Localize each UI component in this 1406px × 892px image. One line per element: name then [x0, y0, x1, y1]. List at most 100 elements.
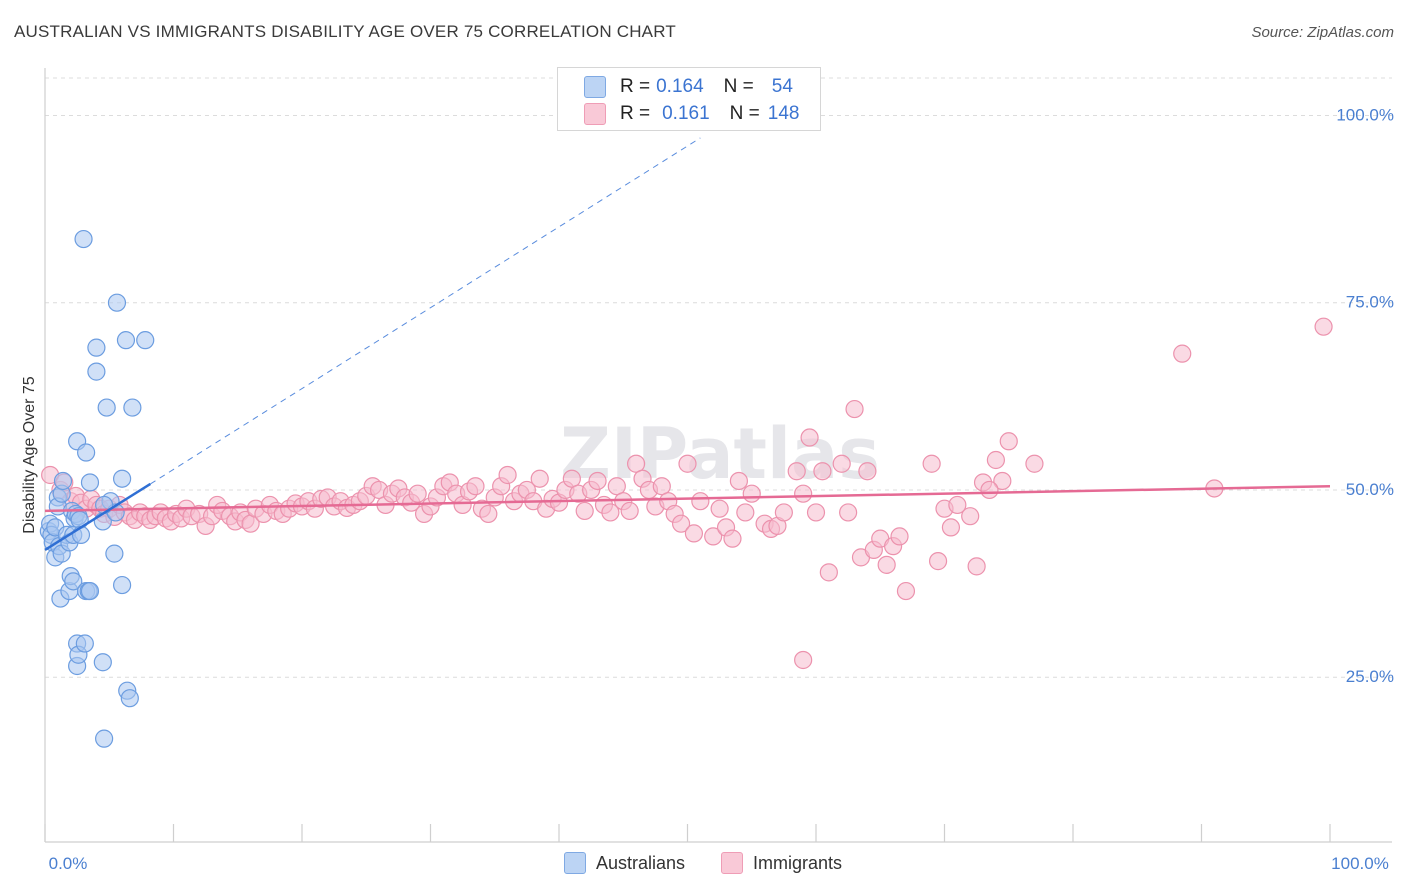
immigrants-point [813, 462, 832, 481]
immigrants-point [890, 527, 909, 546]
immigrants-point [652, 477, 671, 496]
x-tick-label: 0.0% [49, 854, 88, 873]
australians-point [71, 525, 91, 545]
legend-label-immigrants: Immigrants [753, 852, 843, 873]
grid-lines [45, 77, 1392, 678]
source-label: Source: ZipAtlas.com [1251, 24, 1394, 41]
immigrants-point [479, 504, 498, 524]
x-tick-label: 100.0% [1331, 854, 1389, 873]
immigrants-point [562, 469, 581, 488]
immigrants-point [948, 495, 967, 515]
trend-lines [44, 137, 1331, 551]
australians-point [80, 473, 100, 492]
legend-row-immigrants: R = 0.161 N = 148 [584, 102, 799, 126]
immigrants-point [620, 501, 639, 521]
immigrants-point [575, 501, 594, 521]
australians-point [53, 471, 73, 491]
immigrants-trend-line [44, 484, 1331, 513]
legend-n-label: N = [723, 76, 754, 97]
immigrants-point [736, 503, 755, 522]
immigrants-point [588, 471, 607, 491]
legend-r-label: R = [620, 76, 651, 97]
immigrants-point [928, 552, 948, 571]
y-tick-label: 75.0% [1346, 293, 1394, 312]
immigrants-point [896, 581, 916, 601]
y-tick-label: 25.0% [1346, 667, 1394, 686]
legend-n-label: N = [729, 103, 760, 124]
axes [44, 68, 1392, 843]
immigrants-point [1314, 317, 1333, 336]
immigrants-point [530, 469, 549, 488]
immigrants-point [839, 503, 858, 522]
immigrants-point [498, 465, 517, 485]
australians-point [95, 729, 114, 748]
australians-trend-extension [150, 137, 701, 485]
australians-point [123, 398, 142, 417]
australians-point [74, 229, 93, 249]
legend-row-australians: R = 0.164 N = 54 [584, 75, 793, 99]
y-tick-label: 50.0% [1346, 480, 1394, 499]
australians-point [120, 689, 139, 708]
legend-r-value: 0.164 [656, 76, 704, 97]
australians-point [75, 634, 94, 653]
immigrants-point [774, 503, 793, 522]
immigrants-point [922, 454, 941, 473]
australians-points [39, 229, 155, 748]
australians-trend-line [44, 482, 152, 551]
legend-r-label: R = [620, 103, 651, 124]
immigrants-point [408, 484, 427, 503]
immigrants-point [794, 484, 813, 503]
immigrants-point [787, 462, 806, 481]
y-axis-label: Disability Age Over 75 [21, 376, 38, 534]
australians-point [77, 443, 96, 462]
australians-point [97, 398, 116, 417]
australians-swatch [563, 852, 586, 874]
y-tick-labels: 25.0% 50.0% 75.0% 100.0% [1336, 105, 1394, 686]
legend-item-immigrants[interactable]: Immigrants [721, 852, 842, 874]
immigrants-point [832, 454, 851, 473]
immigrants-point [710, 499, 729, 518]
immigrants-point [601, 503, 620, 522]
immigrants-point [980, 480, 999, 500]
immigrants-point [961, 507, 980, 526]
immigrants-point [607, 477, 626, 496]
immigrants-swatch [584, 103, 606, 125]
immigrants-swatch [721, 852, 744, 874]
chart-title: AUSTRALIAN VS IMMIGRANTS DISABILITY AGE … [14, 22, 676, 41]
legend-label-australians: Australians [595, 852, 686, 873]
australians-point [93, 653, 112, 672]
watermark: ZIPatlas [560, 413, 880, 495]
australians-point [105, 544, 124, 563]
immigrants-point [671, 514, 691, 533]
australians-point [87, 362, 106, 381]
immigrants-point [941, 518, 961, 537]
australians-point [112, 469, 132, 488]
australians-point [136, 331, 155, 350]
immigrants-point [684, 524, 704, 543]
legend-r-value: 0.161 [662, 103, 710, 124]
immigrants-point [999, 432, 1018, 451]
australians-point [116, 331, 136, 350]
immigrants-point [678, 454, 697, 473]
australians-point [107, 293, 127, 312]
immigrants-point [858, 462, 877, 481]
immigrants-point [626, 454, 646, 473]
immigrants-point [845, 399, 864, 419]
immigrants-point [723, 529, 742, 548]
australians-point [64, 572, 83, 591]
legend-n-value: 148 [767, 103, 800, 124]
immigrants-point [819, 563, 838, 582]
series-legend: Australians Immigrants [0, 852, 1406, 874]
y-tick-label: 100.0% [1336, 105, 1394, 124]
immigrants-point [742, 484, 761, 503]
immigrants-point [800, 428, 819, 447]
immigrants-point [729, 471, 749, 491]
legend-item-australians[interactable]: Australians [563, 852, 686, 874]
immigrants-point [806, 503, 826, 522]
australians-point [80, 581, 100, 601]
immigrants-point [466, 477, 485, 496]
immigrants-point [691, 492, 710, 511]
immigrants-point [1173, 344, 1192, 363]
immigrants-point [877, 555, 896, 574]
